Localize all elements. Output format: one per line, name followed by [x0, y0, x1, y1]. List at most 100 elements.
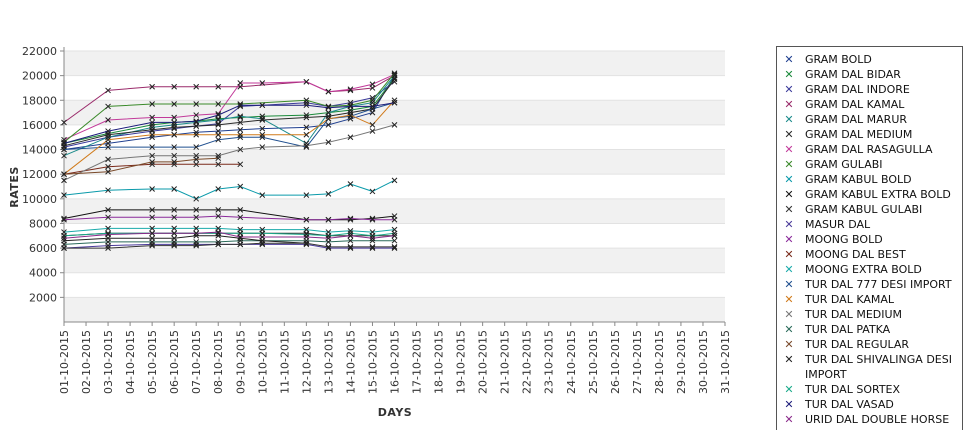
series-line	[63, 157, 219, 175]
grid-band	[64, 297, 725, 322]
data-point-marker	[347, 244, 354, 250]
data-point-marker	[391, 232, 398, 239]
data-point-marker	[215, 230, 222, 237]
series-urid-dal-double-horse	[61, 229, 398, 242]
series-gram-kabul-bold	[61, 177, 398, 202]
legend-item: ✕ MOONG BOLD	[777, 232, 962, 247]
series-tur-dal-kamal	[61, 97, 398, 178]
series-tur-dal-regular	[61, 155, 222, 178]
data-point-marker	[303, 114, 310, 121]
data-point-marker	[391, 122, 398, 128]
data-point-marker	[149, 186, 155, 192]
series-line	[63, 240, 395, 245]
series-moong-extra-bold	[61, 225, 398, 235]
data-point-marker	[391, 97, 398, 104]
legend-label: TUR DAL SORTEX	[805, 383, 901, 396]
legend-item: ✕ TUR DAL VASAD	[777, 397, 962, 412]
data-point-marker	[347, 86, 354, 93]
legend: ✕ GRAM BOLD ✕ GRAM DAL BIDAR ✕ GRAM DAL INDOR…	[776, 46, 963, 430]
y-tick-label: 16000	[22, 119, 57, 132]
data-point-marker	[149, 114, 155, 121]
legend-label: TUR DAL 777 DESI IMPORT	[805, 278, 952, 291]
data-point-marker	[347, 227, 354, 234]
data-point-marker	[259, 240, 266, 247]
data-point-marker	[149, 131, 155, 138]
data-point-marker	[105, 128, 111, 134]
legend-item: ✕ GRAM KABUL BOLD	[777, 172, 962, 187]
data-point-marker	[105, 214, 111, 221]
x-tick-label: 10-10-2015	[256, 330, 269, 394]
data-point-marker	[149, 134, 155, 141]
data-point-marker	[149, 101, 155, 107]
y-tick-label: 20000	[22, 70, 57, 83]
legend-marker-icon: ✕	[784, 398, 794, 411]
data-point-marker	[171, 122, 178, 128]
data-point-marker	[193, 242, 200, 249]
legend-item: ✕ GRAM DAL MARUR	[777, 112, 962, 127]
axes	[63, 47, 725, 323]
legend-marker-icon: ✕	[784, 98, 794, 111]
grid-bands	[64, 51, 725, 322]
x-axis-ticks: 01-10-2015 02-10-2015 03-10-2015 04-10-2015…	[58, 322, 732, 394]
legend-item: ✕ URID DAL DOUBLE HORSE	[777, 412, 962, 427]
y-tick-label: 14000	[22, 144, 57, 157]
data-point-marker	[259, 131, 266, 138]
data-point-marker	[171, 152, 178, 159]
x-axis-title: DAYS	[378, 406, 412, 419]
data-point-marker	[259, 144, 266, 150]
y-tick-label: 10000	[22, 193, 57, 206]
data-point-marker	[149, 124, 155, 131]
series-moong-bold	[61, 213, 398, 223]
data-point-marker	[215, 229, 222, 235]
data-point-marker	[325, 122, 332, 128]
x-tick-label: 07-10-2015	[190, 330, 203, 394]
data-point-marker	[303, 226, 310, 233]
data-point-marker	[193, 83, 200, 90]
data-point-marker	[347, 232, 354, 239]
data-point-marker	[237, 207, 244, 213]
data-point-marker	[237, 80, 244, 86]
data-point-marker	[61, 152, 67, 159]
data-point-marker	[61, 146, 67, 153]
data-point-marker	[171, 235, 178, 242]
legend-item: ✕ TUR DAL PATKA	[777, 322, 962, 337]
data-point-marker	[105, 117, 111, 123]
data-point-marker	[369, 237, 376, 244]
data-point-marker	[193, 232, 200, 239]
data-point-marker	[237, 146, 244, 153]
legend-label: TUR DAL PATKA	[805, 323, 891, 336]
legend-label: TUR DAL KAMAL	[805, 293, 895, 306]
legend-item: ✕ TUR DAL SORTEX	[777, 382, 962, 397]
x-tick-label: 02-10-2015	[80, 330, 93, 394]
legend-label: MOONG DAL BEST	[805, 248, 906, 261]
data-point-marker	[369, 103, 376, 110]
legend-marker-icon: ✕	[784, 293, 794, 306]
legend-marker-icon: ✕	[784, 158, 794, 171]
data-point-marker	[171, 161, 178, 168]
data-point-marker	[303, 142, 310, 149]
data-point-marker	[347, 103, 354, 110]
legend-label: TUR DAL VASAD	[805, 398, 894, 411]
data-point-marker	[171, 186, 178, 192]
data-point-marker	[237, 119, 244, 126]
legend-label: TUR DAL SHIVALINGA DESI IMPORT	[805, 353, 952, 381]
data-point-marker	[369, 128, 376, 134]
legend-item: ✕ GRAM DAL MEDIUM	[777, 127, 962, 142]
x-tick-label: 19-10-2015	[455, 330, 468, 394]
data-point-marker	[61, 139, 67, 146]
data-point-marker	[259, 192, 266, 198]
data-point-marker	[105, 156, 111, 163]
data-point-marker	[105, 187, 111, 194]
data-point-marker	[237, 161, 244, 168]
x-tick-label: 08-10-2015	[212, 330, 225, 394]
data-point-marker	[237, 131, 244, 138]
data-point-marker	[149, 235, 155, 242]
series-line	[63, 227, 395, 233]
data-point-marker	[171, 230, 178, 237]
data-point-marker	[193, 123, 200, 129]
data-point-marker	[171, 159, 178, 165]
series-tur-dal-777-desi-import	[61, 99, 398, 153]
data-point-marker	[325, 104, 332, 111]
data-point-marker	[193, 131, 200, 138]
data-point-marker	[149, 214, 155, 221]
